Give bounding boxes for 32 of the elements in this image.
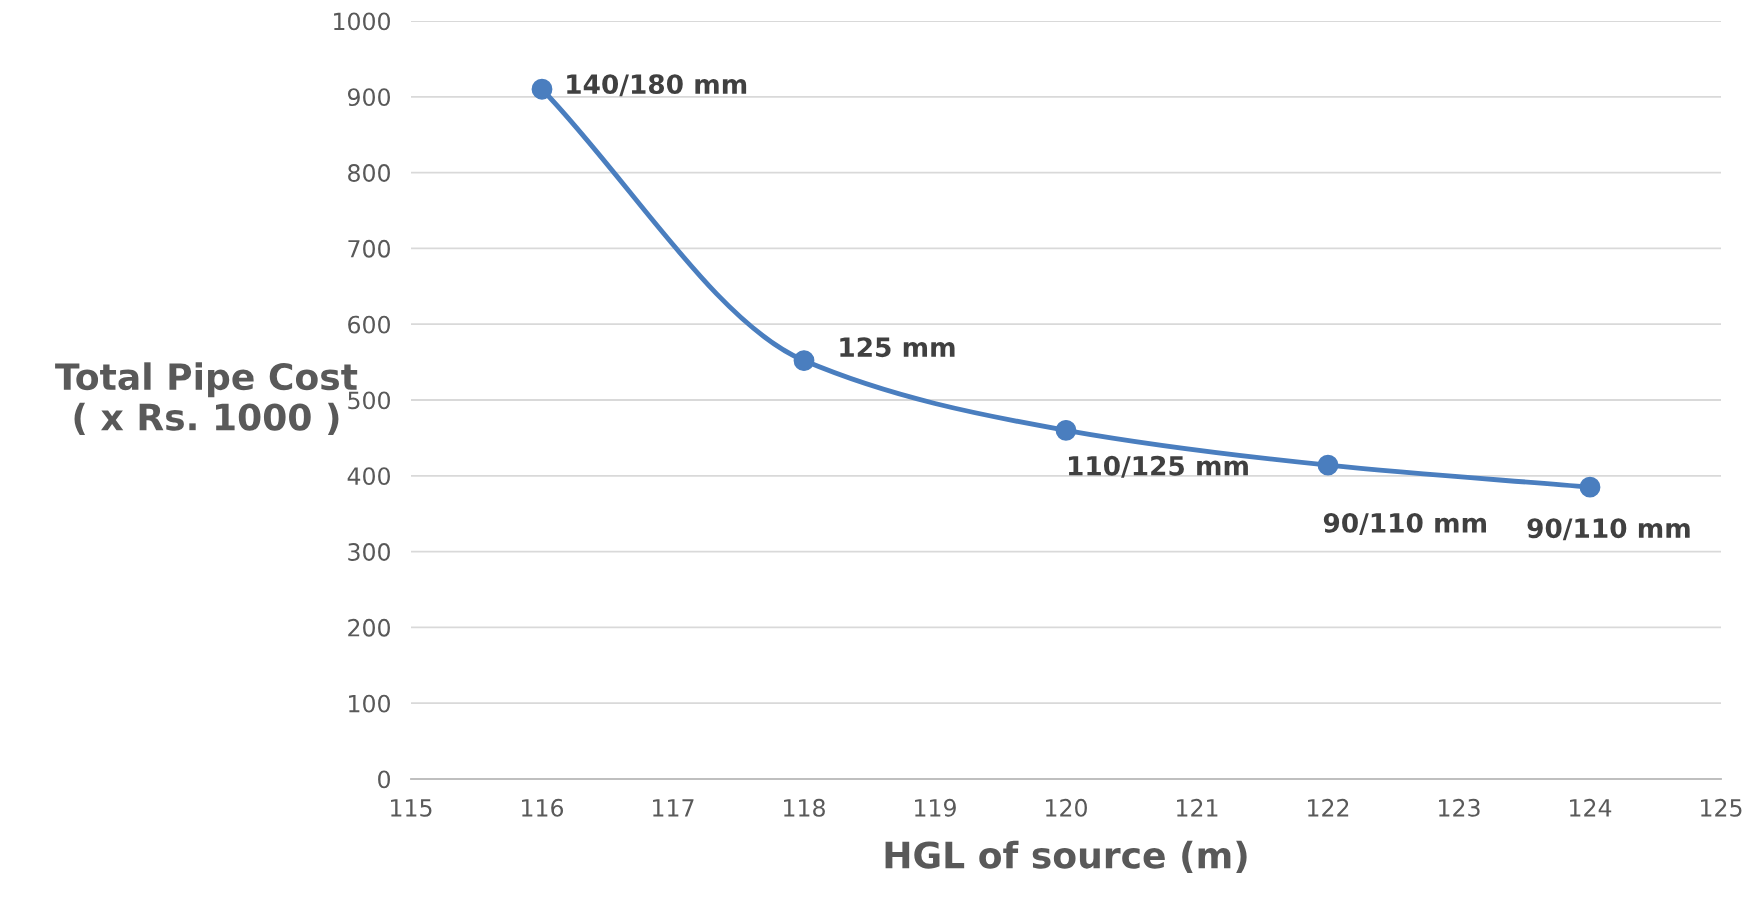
point bbox=[1579, 476, 1601, 498]
annotation: 90/110 mm bbox=[1323, 512, 1486, 535]
x-tick-label: 118 bbox=[784, 798, 825, 817]
y-tick-label: 800 bbox=[348, 164, 390, 182]
x-tick-label: 124 bbox=[1570, 798, 1612, 817]
x-axis-title: HGL of source (m) bbox=[885, 840, 1247, 873]
y-tick-label: 400 bbox=[347, 467, 390, 486]
annotation: 110/125 mm bbox=[1068, 455, 1248, 478]
x-tick-label: 117 bbox=[653, 799, 694, 817]
point bbox=[1055, 419, 1077, 441]
point bbox=[793, 350, 815, 372]
x-tick-label: 122 bbox=[1308, 798, 1349, 817]
x-tick-label: 123 bbox=[1439, 798, 1480, 817]
annotation: 90/110 mm bbox=[1527, 518, 1690, 541]
x-tick-label: 115 bbox=[391, 799, 432, 817]
y-tick-label: 100 bbox=[349, 694, 390, 713]
y-tick-label: 200 bbox=[348, 618, 390, 637]
x-tick-label: 125 bbox=[1701, 798, 1742, 817]
y-tick-label: 0 bbox=[378, 770, 390, 789]
y-tick-label: 300 bbox=[348, 543, 390, 561]
x-tick-label: 120 bbox=[1046, 798, 1087, 817]
y-tick-label: 1000 bbox=[334, 12, 390, 31]
x-tick-label: 121 bbox=[1177, 798, 1218, 817]
annotation: 140/180 mm bbox=[567, 74, 747, 97]
annotation: 125 mm bbox=[840, 337, 955, 358]
x-tick-label: 116 bbox=[522, 798, 564, 817]
y-tick-label: 600 bbox=[348, 315, 390, 334]
y-tick-label: 900 bbox=[347, 88, 390, 107]
x-tick-label: 119 bbox=[915, 798, 956, 817]
y-tick-label: 700 bbox=[348, 239, 390, 258]
point bbox=[531, 78, 553, 100]
point bbox=[1317, 454, 1339, 476]
